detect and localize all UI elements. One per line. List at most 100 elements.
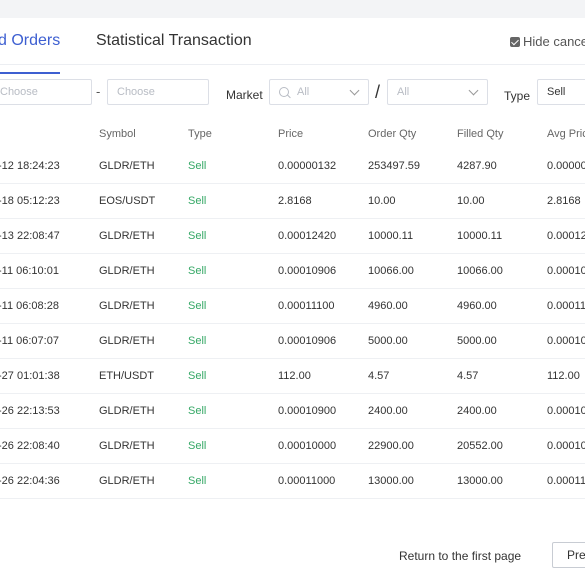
cell-avg-price: 0.00011 xyxy=(547,300,585,312)
cell-type: Sell xyxy=(188,440,207,452)
date-start-placeholder: Choose xyxy=(0,86,38,98)
cell-avg-price: 0.00011 xyxy=(547,475,585,487)
cell-price: 0.00010000 xyxy=(278,440,337,452)
header-symbol: Symbol xyxy=(99,128,136,140)
date-separator: - xyxy=(96,84,101,99)
checkbox-checked-icon[interactable] xyxy=(510,36,520,47)
cell-time: -11 06:07:07 xyxy=(0,335,59,347)
return-first-page-link[interactable]: Return to the first page xyxy=(399,549,522,563)
cell-price: 0.00010906 xyxy=(278,265,337,277)
table-row: -27 01:01:38 ETH/USDT Sell 112.00 4.57 4.57 11… xyxy=(0,359,585,394)
cell-price: 2.8168 xyxy=(278,195,312,207)
tab-orders[interactable]: d Orders xyxy=(0,32,61,74)
cell-filled-qty: 10.00 xyxy=(457,195,485,207)
cell-time: -18 05:12:23 xyxy=(0,195,60,207)
cell-symbol: GLDR/ETH xyxy=(99,405,155,417)
cell-avg-price: 0.00000 xyxy=(547,160,585,172)
cell-price: 0.00011000 xyxy=(278,475,336,487)
tab-active-underline xyxy=(0,72,60,74)
header-filled-qty: Filled Qty xyxy=(457,128,504,140)
cell-type: Sell xyxy=(188,265,207,277)
cell-price: 112.00 xyxy=(278,370,311,382)
header-type: Type xyxy=(188,128,212,140)
cell-symbol: GLDR/ETH xyxy=(99,440,155,452)
cell-type: Sell xyxy=(188,405,207,417)
cell-order-qty: 2400.00 xyxy=(368,405,408,417)
cell-time: -12 18:24:23 xyxy=(0,160,60,172)
cell-type: Sell xyxy=(188,230,207,242)
cell-price: 0.00000132 xyxy=(278,160,337,172)
cell-symbol: GLDR/ETH xyxy=(99,300,155,312)
cell-order-qty: 10000.11 xyxy=(368,230,414,242)
search-icon xyxy=(279,87,289,97)
cell-symbol: GLDR/ETH xyxy=(99,230,155,242)
tab-orders-label: d Orders xyxy=(0,32,61,49)
cell-avg-price: 112.00 xyxy=(547,370,580,382)
type-label: Type xyxy=(504,89,531,103)
previous-page-button[interactable]: Pre xyxy=(552,542,585,568)
chevron-down-icon xyxy=(468,85,479,96)
header-avg-price: Avg Pric xyxy=(547,128,585,140)
cell-filled-qty: 4.57 xyxy=(457,370,479,382)
table-row: -11 06:08:28 GLDR/ETH Sell 0.00011100 4960.0… xyxy=(0,289,585,324)
table-row: -18 05:12:23 EOS/USDT Sell 2.8168 10.00 10.00… xyxy=(0,184,585,219)
hide-cancelled-label: Hide cance xyxy=(523,34,585,49)
cell-order-qty: 10.00 xyxy=(368,195,396,207)
cell-type: Sell xyxy=(188,335,207,347)
cell-price: 0.00011100 xyxy=(278,300,335,312)
cell-order-qty: 5000.00 xyxy=(368,335,408,347)
header-order-qty: Order Qty xyxy=(368,128,417,140)
cell-time: -26 22:13:53 xyxy=(0,405,60,417)
cell-order-qty: 22900.00 xyxy=(368,440,414,452)
cell-avg-price: 0.00012 xyxy=(547,230,585,242)
date-end-placeholder: Choose xyxy=(117,86,155,98)
cell-symbol: GLDR/ETH xyxy=(99,475,155,487)
cell-symbol: GLDR/ETH xyxy=(99,160,155,172)
cell-price: 0.00010900 xyxy=(278,405,337,417)
cell-time: -26 22:04:36 xyxy=(0,475,60,487)
cell-time: -13 22:08:47 xyxy=(0,230,60,242)
tab-statistical-label: Statistical Transaction xyxy=(96,32,252,49)
cell-filled-qty: 10066.00 xyxy=(457,265,503,277)
cell-type: Sell xyxy=(188,370,207,382)
cell-order-qty: 10066.00 xyxy=(368,265,414,277)
tabs-divider xyxy=(0,64,585,65)
cell-price: 0.00010906 xyxy=(278,335,337,347)
market-base-value: All xyxy=(297,86,310,98)
chevron-down-icon xyxy=(349,85,360,96)
header-price: Price xyxy=(278,128,304,140)
table-row: -26 22:04:36 GLDR/ETH Sell 0.00011000 13000.… xyxy=(0,464,585,499)
table-row: -11 06:07:07 GLDR/ETH Sell 0.00010906 5000.0… xyxy=(0,324,585,359)
date-end-input[interactable]: Choose xyxy=(107,79,209,105)
cell-filled-qty: 2400.00 xyxy=(457,405,497,417)
cell-filled-qty: 10000.11 xyxy=(457,230,503,242)
orders-panel: d Orders Statistical Transaction Hide ca… xyxy=(0,18,585,585)
date-start-input[interactable]: Choose xyxy=(0,79,92,105)
table-row: -11 06:10:01 GLDR/ETH Sell 0.00010906 10066.… xyxy=(0,254,585,289)
cell-avg-price: 0.00010 xyxy=(547,335,585,347)
cell-symbol: EOS/USDT xyxy=(99,195,156,207)
hide-cancelled-toggle[interactable]: Hide cance xyxy=(510,34,585,49)
table-row: -26 22:08:40 GLDR/ETH Sell 0.00010000 22900.… xyxy=(0,429,585,464)
cell-time: -11 06:10:01 xyxy=(0,265,59,277)
cell-time: -26 22:08:40 xyxy=(0,440,60,452)
cell-avg-price: 0.00010 xyxy=(547,440,585,452)
table-row: -12 18:24:23 GLDR/ETH Sell 0.00000132 253497… xyxy=(0,149,585,184)
type-select[interactable]: Sell xyxy=(537,79,585,105)
cell-time: -27 01:01:38 xyxy=(0,370,60,382)
table-row: -26 22:13:53 GLDR/ETH Sell 0.00010900 2400.0… xyxy=(0,394,585,429)
market-quote-select[interactable]: All xyxy=(387,79,488,105)
tab-statistical-transaction[interactable]: Statistical Transaction xyxy=(96,32,252,50)
cell-symbol: GLDR/ETH xyxy=(99,265,155,277)
cell-filled-qty: 5000.00 xyxy=(457,335,497,347)
market-base-select[interactable]: All xyxy=(269,79,369,105)
cell-filled-qty: 13000.00 xyxy=(457,475,503,487)
cell-time: -11 06:08:28 xyxy=(0,300,59,312)
cell-symbol: ETH/USDT xyxy=(99,370,154,382)
cell-price: 0.00012420 xyxy=(278,230,337,242)
cell-filled-qty: 4287.90 xyxy=(457,160,497,172)
cell-avg-price: 2.8168 xyxy=(547,195,581,207)
market-quote-value: All xyxy=(397,86,410,98)
previous-page-label: Pre xyxy=(567,548,585,562)
table-row: -13 22:08:47 GLDR/ETH Sell 0.00012420 10000.… xyxy=(0,219,585,254)
